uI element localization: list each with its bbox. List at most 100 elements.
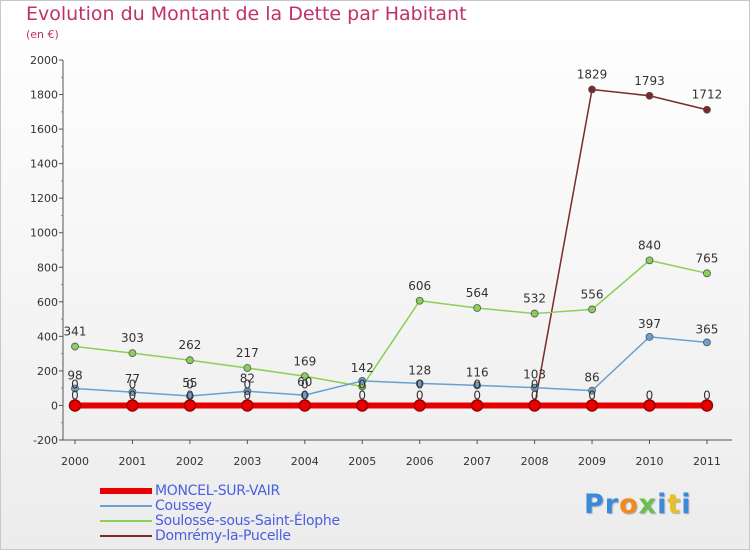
series-1-label-0: 98 bbox=[67, 369, 82, 383]
y-tick-label-10: 1800 bbox=[30, 89, 58, 102]
series-1-label-1: 77 bbox=[125, 372, 140, 386]
series-0-point-2 bbox=[183, 399, 197, 412]
y-tick-label-7: 1200 bbox=[30, 192, 58, 205]
series-0-point-8 bbox=[528, 399, 541, 412]
series-3-label-3: 0 bbox=[244, 377, 252, 391]
series-3-label-0: 0 bbox=[71, 377, 79, 391]
series-1-point-1 bbox=[128, 388, 137, 397]
legend-item-moncel: MONCEL-SUR-VAIR bbox=[100, 483, 400, 499]
y-tick-label-2: 200 bbox=[37, 365, 58, 378]
series-0-label-11: 0 bbox=[703, 388, 711, 402]
series-0-point-10 bbox=[643, 399, 656, 412]
series-line-2 bbox=[74, 259, 708, 388]
series-1-label-8: 103 bbox=[523, 368, 546, 382]
series-3-label-4: 0 bbox=[301, 377, 309, 391]
series-0-point-3 bbox=[241, 399, 254, 412]
legend-label-soulosse: Soulosse-sous-Saint-Élophe bbox=[155, 513, 340, 529]
series-1-point-9 bbox=[588, 386, 596, 395]
series-0-point-7 bbox=[470, 399, 484, 412]
series-3-label-1: 0 bbox=[129, 377, 137, 391]
series-1-label-9: 86 bbox=[584, 371, 599, 385]
legend-swatch-coussey bbox=[100, 505, 152, 507]
legend-item-domremy: Domrémy-la-Pucelle bbox=[100, 528, 400, 544]
chart-legend: MONCEL-SUR-VAIR Coussey Soulosse-sous-Sa… bbox=[100, 483, 400, 544]
series-2-label-6: 606 bbox=[408, 279, 431, 293]
series-3-label-6: 0 bbox=[416, 377, 424, 391]
series-0-point-11 bbox=[700, 399, 714, 412]
series-2-label-7: 564 bbox=[466, 286, 489, 300]
series-3-label-10: 1793 bbox=[634, 74, 665, 88]
x-tick-label-10: 2010 bbox=[636, 455, 664, 468]
series-1-label-11: 365 bbox=[695, 322, 718, 336]
series-3-point-11 bbox=[703, 105, 711, 114]
legend-swatch-soulosse bbox=[100, 520, 152, 522]
series-2-label-11: 765 bbox=[695, 251, 718, 265]
series-1-point-4 bbox=[300, 391, 309, 399]
legend-item-soulosse: Soulosse-sous-Saint-Élophe bbox=[100, 513, 400, 529]
y-tick-label-11: 2000 bbox=[30, 54, 58, 67]
series-0-label-4: 0 bbox=[301, 388, 309, 402]
y-tick-label-8: 1400 bbox=[30, 158, 58, 171]
series-1-point-3 bbox=[243, 387, 252, 396]
series-2-point-9 bbox=[588, 305, 596, 314]
chart-title: Evolution du Montant de la Dette par Hab… bbox=[26, 3, 467, 25]
series-1-label-3: 82 bbox=[240, 371, 255, 385]
series-0-label-10: 0 bbox=[646, 388, 654, 402]
series-1-label-2: 55 bbox=[182, 376, 197, 390]
series-2-point-1 bbox=[128, 349, 137, 358]
y-tick-label-6: 1000 bbox=[30, 227, 58, 240]
series-1-point-5 bbox=[358, 377, 367, 385]
series-1-label-7: 116 bbox=[466, 365, 489, 379]
legend-item-coussey: Coussey bbox=[100, 498, 400, 514]
series-0-point-6 bbox=[413, 399, 426, 412]
x-tick-label-1: 2001 bbox=[118, 455, 146, 468]
series-2-label-9: 556 bbox=[581, 287, 604, 301]
x-tick-label-6: 2006 bbox=[406, 455, 434, 468]
series-0-label-1: 0 bbox=[129, 388, 137, 402]
x-tick-label-3: 2003 bbox=[233, 455, 261, 468]
x-tick-label-2: 2002 bbox=[176, 455, 204, 468]
y-tick-label-4: 600 bbox=[37, 296, 58, 309]
legend-swatch-domremy bbox=[100, 535, 152, 537]
series-2-point-6 bbox=[415, 296, 424, 305]
series-2-label-1: 303 bbox=[121, 331, 144, 345]
series-3-label-5: 0 bbox=[358, 377, 366, 391]
series-0-point-0 bbox=[68, 399, 82, 412]
proxiti-logo: Proxiti bbox=[584, 489, 692, 520]
series-0-label-8: 0 bbox=[531, 388, 539, 402]
series-1-point-6 bbox=[415, 379, 424, 388]
x-tick-label-7: 2007 bbox=[463, 455, 491, 468]
y-tick-label-9: 1600 bbox=[30, 123, 58, 136]
series-1-label-10: 397 bbox=[638, 317, 661, 331]
series-0-label-6: 0 bbox=[416, 388, 424, 402]
series-1-point-10 bbox=[645, 332, 654, 341]
series-2-point-0 bbox=[71, 342, 79, 351]
y-tick-label-0: -200 bbox=[33, 434, 58, 447]
series-0-point-9 bbox=[585, 399, 599, 412]
series-2-label-4: 169 bbox=[293, 354, 316, 368]
legend-label-domremy: Domrémy-la-Pucelle bbox=[155, 528, 291, 544]
series-2-label-0: 341 bbox=[64, 325, 87, 339]
series-3-label-2: 0 bbox=[186, 377, 194, 391]
series-3-label-11: 1712 bbox=[692, 88, 723, 102]
series-2-label-3: 217 bbox=[236, 346, 259, 360]
series-1-point-8 bbox=[530, 383, 539, 392]
series-3-label-9: 1829 bbox=[577, 68, 608, 82]
x-tick-label-11: 2011 bbox=[693, 455, 721, 468]
series-1-point-7 bbox=[473, 381, 482, 390]
series-0-point-5 bbox=[356, 399, 369, 412]
series-0-label-9: 0 bbox=[588, 388, 596, 402]
series-3-label-7: 0 bbox=[473, 377, 481, 391]
series-3-label-8: 0 bbox=[531, 377, 539, 391]
series-0-label-5: 0 bbox=[358, 388, 366, 402]
series-2-point-2 bbox=[185, 356, 194, 365]
legend-swatch-moncel bbox=[100, 488, 152, 494]
series-1-label-4: 60 bbox=[297, 375, 312, 389]
series-2-point-3 bbox=[243, 364, 252, 372]
series-0-point-1 bbox=[126, 399, 139, 412]
x-tick-label-8: 2008 bbox=[521, 455, 549, 468]
series-2-point-8 bbox=[530, 309, 539, 318]
series-3-point-10 bbox=[645, 91, 654, 100]
